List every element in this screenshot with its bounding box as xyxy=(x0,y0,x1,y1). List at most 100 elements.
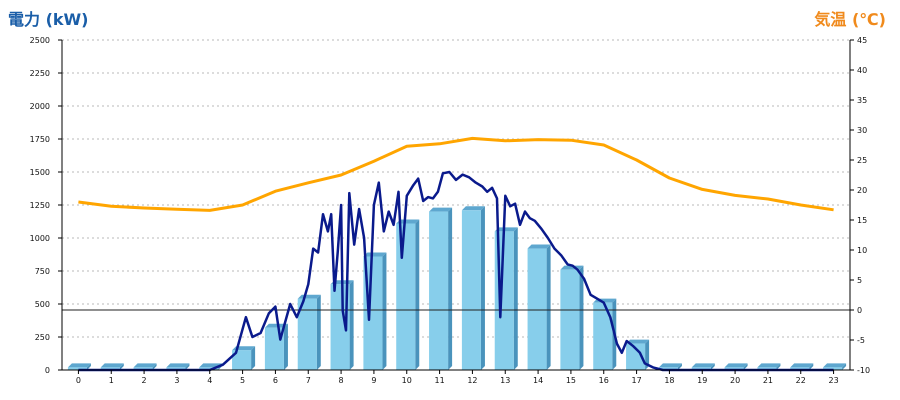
right-tick-label: -10 xyxy=(857,366,870,375)
bar-side xyxy=(842,363,847,370)
right-axis-title: 気温 (℃) xyxy=(814,10,886,29)
bar-side xyxy=(152,363,157,370)
right-tick-label: -5 xyxy=(857,336,865,345)
bar-top xyxy=(100,363,124,368)
left-tick-label: 1750 xyxy=(30,135,50,144)
bar-side xyxy=(349,280,354,370)
bar-side xyxy=(448,207,453,370)
bar xyxy=(593,298,617,370)
bar-face xyxy=(790,367,810,370)
bar-face xyxy=(199,367,219,370)
bar-face xyxy=(330,284,350,370)
power-line xyxy=(78,170,834,372)
left-tick-label: 2000 xyxy=(30,102,50,111)
left-tick-label: 2500 xyxy=(30,36,50,45)
bar-side xyxy=(316,294,321,370)
bar-top xyxy=(757,363,781,368)
bar-side xyxy=(283,323,288,370)
bar-top xyxy=(363,252,387,257)
x-tick-label: 16 xyxy=(599,376,609,385)
bar-face xyxy=(232,350,252,370)
left-tick-label: 1000 xyxy=(30,234,50,243)
bar xyxy=(133,363,157,370)
x-tick-label: 9 xyxy=(371,376,376,385)
x-tick-label: 15 xyxy=(566,376,576,385)
bar-top xyxy=(527,244,551,249)
bar xyxy=(560,265,584,370)
bar-top xyxy=(494,227,518,232)
bar xyxy=(264,323,288,370)
bar xyxy=(396,219,420,370)
x-tick-label: 1 xyxy=(109,376,114,385)
bar xyxy=(658,363,682,370)
bar-side xyxy=(185,363,190,370)
bar-top xyxy=(790,363,814,368)
x-tick-label: 11 xyxy=(434,376,444,385)
left-tick-label: 1250 xyxy=(30,201,50,210)
bar-face xyxy=(396,223,416,370)
bar-side xyxy=(119,363,124,370)
left-tick-label: 2250 xyxy=(30,69,50,78)
x-tick-label: 6 xyxy=(273,376,278,385)
x-tick-label: 21 xyxy=(763,376,773,385)
right-tick-label: 45 xyxy=(857,36,867,45)
left-axis-title: 電力 (kW) xyxy=(8,10,89,29)
bar-top xyxy=(658,363,682,368)
bar-face xyxy=(658,367,678,370)
x-tick-label: 8 xyxy=(339,376,344,385)
bar-side xyxy=(86,363,91,370)
bar-top xyxy=(461,206,485,211)
x-tick-label: 18 xyxy=(664,376,674,385)
bar-top xyxy=(166,363,190,368)
x-tick-label: 4 xyxy=(207,376,212,385)
x-tick-label: 10 xyxy=(402,376,412,385)
right-tick-label: 35 xyxy=(857,96,867,105)
bar-face xyxy=(429,211,449,370)
right-tick-label: 10 xyxy=(857,246,867,255)
bar-side xyxy=(415,219,420,370)
left-tick-label: 250 xyxy=(35,333,50,342)
bar-face xyxy=(297,298,317,370)
bar-side xyxy=(710,363,715,370)
left-tick-label: 500 xyxy=(35,300,50,309)
x-tick-label: 5 xyxy=(240,376,245,385)
right-tick-label: 5 xyxy=(857,276,862,285)
bar xyxy=(790,363,814,370)
bar-side xyxy=(579,265,584,370)
bar-top xyxy=(133,363,157,368)
right-tick-label: 40 xyxy=(857,66,867,75)
bar xyxy=(757,363,781,370)
left-tick-label: 0 xyxy=(45,366,50,375)
x-tick-label: 23 xyxy=(828,376,838,385)
bar-face xyxy=(724,367,744,370)
bar-face xyxy=(527,248,547,370)
bar xyxy=(527,244,551,370)
x-tick-label: 3 xyxy=(174,376,179,385)
right-tick-label: 0 xyxy=(857,306,862,315)
bar-side xyxy=(677,363,682,370)
right-tick-label: 30 xyxy=(857,126,867,135)
x-tick-label: 22 xyxy=(796,376,806,385)
bar xyxy=(626,339,650,370)
bar-side xyxy=(382,252,387,370)
bar-top xyxy=(626,339,650,344)
x-tick-label: 13 xyxy=(500,376,510,385)
bar-face xyxy=(461,210,481,370)
right-tick-label: 25 xyxy=(857,156,867,165)
bar xyxy=(100,363,124,370)
bar-top xyxy=(429,207,453,212)
x-tick-label: 19 xyxy=(697,376,707,385)
bar-face xyxy=(626,343,646,370)
bar xyxy=(67,363,91,370)
bar-face xyxy=(67,367,87,370)
x-tick-label: 7 xyxy=(306,376,311,385)
x-tick-label: 14 xyxy=(533,376,543,385)
bar-top xyxy=(67,363,91,368)
bar-side xyxy=(513,227,518,370)
temperature-line xyxy=(78,136,834,212)
x-tick-label: 0 xyxy=(76,376,81,385)
bar-top xyxy=(297,294,321,299)
bar-top xyxy=(691,363,715,368)
bar xyxy=(461,206,485,370)
